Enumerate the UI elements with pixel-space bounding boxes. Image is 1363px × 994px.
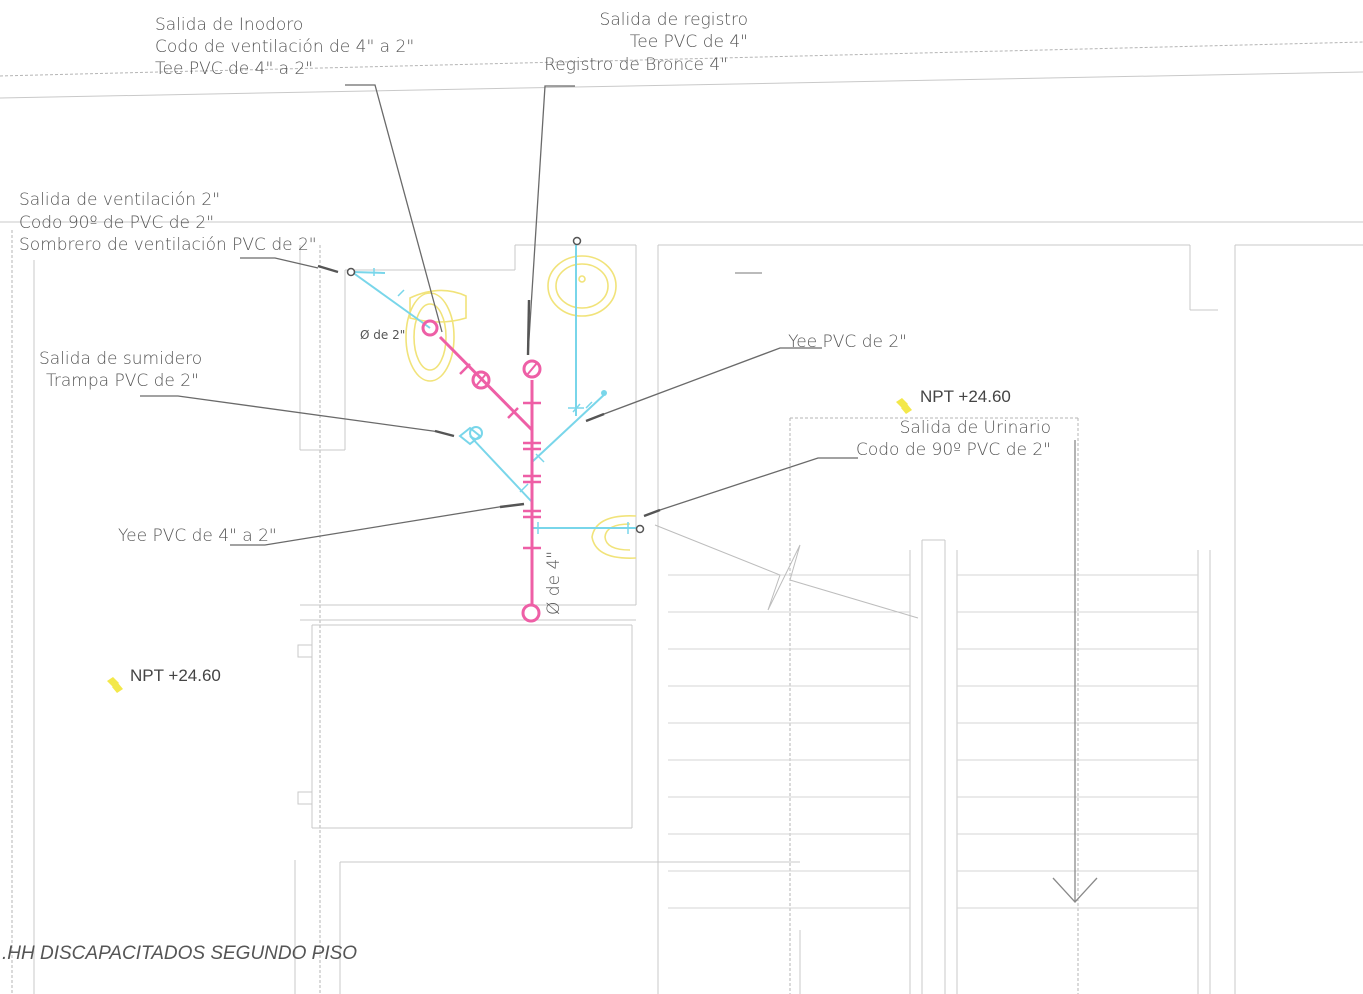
svg-text:Salida de ventilación 2": Salida de ventilación 2" bbox=[19, 190, 220, 210]
svg-text:Trampa PVC de 2": Trampa PVC de 2" bbox=[46, 371, 199, 391]
urinal-outlet-symbol bbox=[635, 524, 645, 534]
level-label-left: NPT +24.60 bbox=[130, 666, 221, 685]
sheet-title: .HH DISCAPACITADOS SEGUNDO PISO bbox=[2, 943, 357, 964]
sanitary-fixtures bbox=[405, 255, 637, 559]
floor-drain-symbol bbox=[458, 426, 483, 446]
level-marker-right bbox=[896, 398, 912, 414]
pipe-diameter-4in-label: Ø de 4" bbox=[544, 551, 564, 615]
label-urinal-outlet: Salida de Urinario Codo de 90º PVC de 2" bbox=[856, 418, 1051, 460]
vent-cap-symbol bbox=[346, 267, 356, 277]
downpipe-outlet-symbol bbox=[521, 603, 541, 623]
tee-fitting-symbol bbox=[471, 370, 491, 390]
svg-text:Salida de Urinario: Salida de Urinario bbox=[900, 418, 1051, 438]
pipe-diameter-2in-label: Ø de 2" bbox=[360, 328, 405, 342]
level-label-right: NPT +24.60 bbox=[920, 387, 1011, 406]
leader-lines bbox=[140, 84, 858, 546]
break-line bbox=[654, 524, 919, 619]
cleanout-register-symbol bbox=[522, 359, 542, 379]
svg-text:Registro de Bronce 4": Registro de Bronce 4" bbox=[544, 55, 728, 75]
svg-text:Tee PVC de 4" a 2": Tee PVC de 4" a 2" bbox=[155, 59, 313, 79]
label-toilet-outlet: Salida de Inodoro Codo de ventilación de… bbox=[155, 15, 414, 79]
svg-text:Salida de Inodoro: Salida de Inodoro bbox=[155, 15, 303, 35]
lavatory-vent-symbol bbox=[572, 236, 582, 246]
urinal-fixture bbox=[591, 515, 637, 559]
label-vent-outlet: Salida de ventilación 2" Codo 90º de PVC… bbox=[19, 190, 317, 255]
svg-text:Sombrero de ventilación PVC de: Sombrero de ventilación PVC de 2" bbox=[19, 235, 317, 255]
svg-text:Codo de ventilación de 4" a 2": Codo de ventilación de 4" a 2" bbox=[155, 37, 414, 57]
svg-text:Codo de 90º PVC de 2": Codo de 90º PVC de 2" bbox=[856, 440, 1051, 460]
lavatory-fixture bbox=[547, 255, 617, 317]
label-floor-drain: Salida de sumidero Trampa PVC de 2" bbox=[39, 349, 202, 391]
stair-direction-arrow bbox=[1052, 440, 1098, 903]
pipe-network-2in bbox=[346, 236, 645, 534]
label-yee-2in: Yee PVC de 2" bbox=[788, 332, 907, 352]
svg-text:Codo 90º de PVC de 2": Codo 90º de PVC de 2" bbox=[19, 213, 214, 233]
svg-text:Tee PVC de 4": Tee PVC de 4" bbox=[630, 32, 748, 52]
label-cleanout-outlet: Salida de registro Tee PVC de 4" Registr… bbox=[544, 10, 748, 75]
toilet-outlet-symbol bbox=[421, 319, 439, 337]
pipe-network-4in bbox=[421, 319, 542, 623]
architectural-background bbox=[0, 41, 1363, 994]
toilet-fixture bbox=[405, 289, 467, 382]
level-marker-left bbox=[107, 677, 123, 693]
stair-treads bbox=[668, 574, 1198, 909]
svg-text:Salida de registro: Salida de registro bbox=[600, 10, 748, 30]
svg-text:Salida de sumidero: Salida de sumidero bbox=[39, 349, 202, 369]
label-yee-4in-2in: Yee PVC de 4" a 2" bbox=[118, 526, 277, 546]
